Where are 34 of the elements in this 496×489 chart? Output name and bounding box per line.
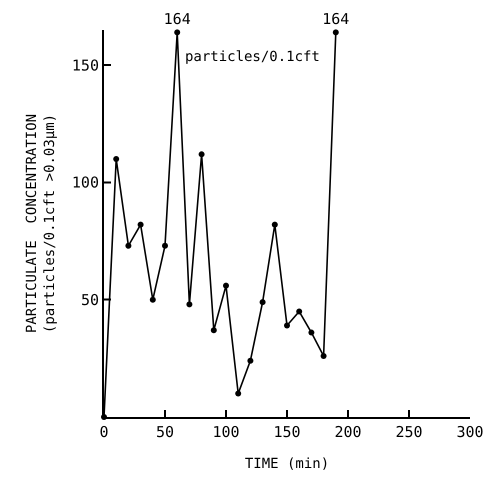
x-tick-label: 0 (99, 423, 109, 441)
point (308, 330, 314, 336)
x-tick-label: 200 (334, 423, 362, 441)
point (162, 242, 168, 249)
point (125, 242, 132, 249)
x-axis-title: TIME (min) (244, 456, 330, 472)
point (210, 327, 217, 334)
point (150, 296, 156, 303)
x-tick-label: 100 (212, 423, 240, 441)
point (186, 301, 192, 308)
point (235, 390, 242, 397)
y-tick-label: 100 (72, 174, 99, 192)
point (260, 299, 266, 306)
point (284, 322, 290, 329)
point (332, 29, 339, 36)
x-tick-label: 150 (273, 423, 301, 441)
point (320, 353, 327, 360)
annotation: particles/0.1cft (185, 49, 320, 65)
point (138, 222, 144, 228)
y-tick-label: 150 (72, 56, 99, 74)
point (223, 282, 229, 289)
data-label: 164 (164, 10, 191, 28)
y-axis-title: PARTICULATE CONCENTRATION (particles/0.1cft >0.03μm) (24, 114, 58, 334)
point (174, 29, 180, 36)
x-tick-label: 50 (156, 423, 174, 441)
x-tick-label: 250 (395, 423, 423, 441)
point (272, 222, 278, 228)
point (247, 358, 254, 364)
y-tick-label: 50 (80, 290, 99, 309)
x-tick-label: 300 (456, 423, 484, 441)
point (113, 156, 120, 162)
data-label: 164 (322, 10, 350, 28)
point (296, 308, 302, 314)
point (198, 151, 205, 158)
